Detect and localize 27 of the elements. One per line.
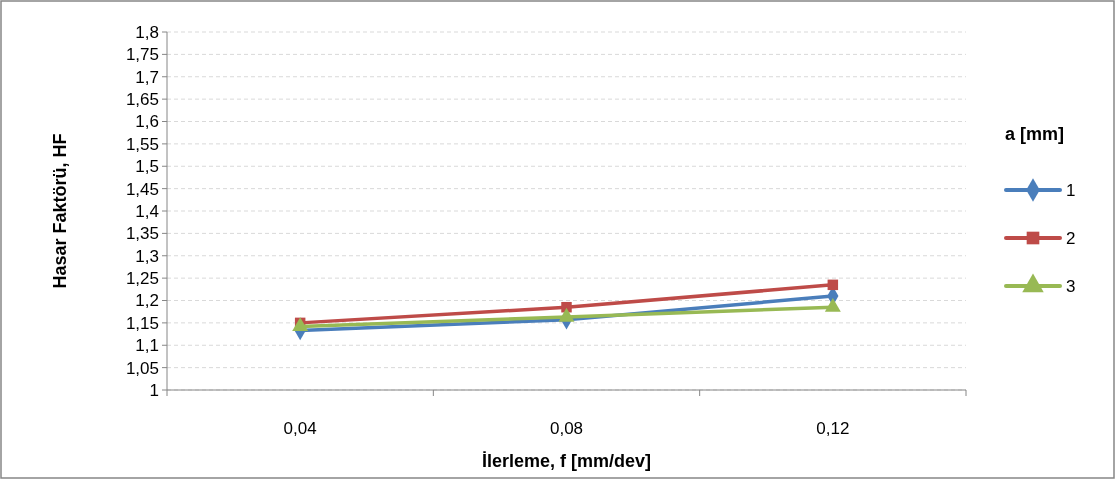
y-tick-label: 1,65 [125, 90, 159, 110]
legend-label: 1 [1066, 180, 1076, 200]
y-tick-label: 1,25 [125, 269, 159, 289]
y-tick-label: 1,5 [135, 157, 159, 177]
y-tick-label: 1 [149, 380, 159, 400]
y-tick-label: 1,45 [125, 179, 159, 199]
y-tick-label: 1,55 [125, 134, 159, 154]
y-tick-label: 1,6 [135, 112, 159, 132]
y-tick-label: 1,1 [135, 336, 159, 356]
legend-title: a [mm] [1005, 124, 1065, 144]
legend-label: 2 [1066, 228, 1076, 248]
y-tick-label: 1,8 [135, 22, 159, 42]
x-tick-label: 0,04 [283, 419, 317, 438]
y-tick-label: 1,35 [125, 224, 159, 244]
point [827, 279, 839, 291]
y-tick-label: 1,7 [135, 67, 159, 87]
y-tick-label: 1,4 [135, 201, 159, 221]
y-tick-label: 1,05 [125, 358, 159, 378]
x-axis-title: İlerleme, f [mm/dev] [481, 451, 652, 471]
legend-label: 3 [1066, 276, 1076, 296]
x-tick-label: 0,08 [549, 419, 584, 438]
y-tick-label: 1,15 [125, 313, 159, 333]
x-tick-label: 0,12 [816, 419, 850, 438]
y-tick-label: 1,3 [135, 246, 159, 266]
y-axis-title: Hasar Faktörü, HF [50, 133, 70, 289]
y-tick-label: 1,75 [125, 45, 159, 65]
y-tick-label: 1,2 [135, 291, 159, 311]
